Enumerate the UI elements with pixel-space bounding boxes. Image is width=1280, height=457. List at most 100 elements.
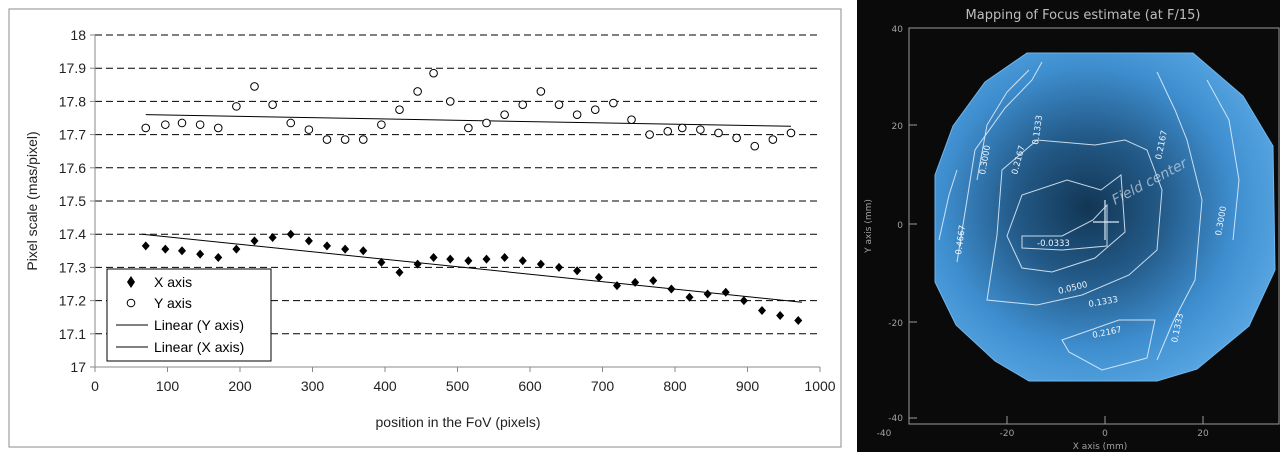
y-axis-point [250, 82, 259, 91]
legend-box [106, 268, 272, 362]
y-tick-label: 17.6 [59, 160, 86, 176]
contour-label: 0.4667 [954, 225, 968, 256]
y-axis-point [195, 120, 205, 129]
x-axis-title: position in the FoV (pixels) [376, 414, 541, 430]
y-axis-point [536, 87, 546, 96]
map-y-axis-title: Y axis (mm) [864, 199, 874, 254]
x-tick-label: 200 [228, 378, 252, 394]
x-tick-label: 600 [518, 378, 542, 394]
x-axis-point [594, 272, 603, 282]
y-axis-point [232, 102, 241, 111]
map-y-tick-label: 0 [897, 221, 903, 231]
y-axis-point [677, 123, 687, 133]
x-axis-point [341, 244, 350, 254]
x-axis-point [667, 284, 676, 294]
legend-label-linear-x: Linear (X axis) [154, 339, 244, 355]
x-axis-point [250, 236, 259, 246]
legend-label-linear-y: Linear (Y axis) [154, 317, 244, 333]
x-tick-label: 1000 [804, 378, 835, 394]
map-y-tick-label: 40 [892, 25, 904, 35]
y-axis-point [554, 100, 564, 110]
y-axis-point [768, 135, 778, 144]
x-axis-point [377, 257, 386, 267]
legend-diamond-marker [127, 276, 135, 288]
y-tick-label: 17.2 [59, 293, 86, 309]
y-axis-point [500, 110, 509, 119]
map-x-axis-title: X axis (mm) [1073, 442, 1127, 452]
pixel-scale-chart: 17 17.1 17.2 17.3 17.4 17.5 17.6 17.7 17.8 17.9 18… [8, 8, 842, 448]
contour-label: -0.0333 [1037, 239, 1070, 249]
x-axis-point [446, 254, 455, 264]
y-tick-label: 18 [70, 27, 86, 43]
y-axis-point [377, 120, 386, 129]
y-tick-label: 17.5 [59, 193, 86, 209]
y-tick-label: 17.8 [59, 93, 86, 109]
map-y-tick-label: -40 [888, 414, 903, 424]
x-axis-point [161, 244, 170, 254]
y-axis-point [445, 97, 455, 106]
contour-lines [938, 61, 1240, 371]
y-axis-point [786, 128, 796, 138]
legend: X axis Y axis Linear (Y axis) Linear (X … [106, 268, 272, 362]
map-y-tick-label: 20 [892, 122, 904, 132]
y-tick-label: 17.1 [59, 326, 86, 342]
x-axis-point [359, 246, 368, 256]
x-axis-point [536, 259, 545, 269]
pixel-scale-chart-panel: 17 17.1 17.2 17.3 17.4 17.5 17.6 17.7 17.8 17.9 18… [8, 8, 842, 448]
y-axis-point [286, 118, 296, 128]
y-axis-point [464, 123, 473, 133]
map-title: Mapping of Focus estimate (at F/15) [966, 8, 1201, 23]
x-axis-point [649, 276, 658, 286]
x-axis-point [268, 233, 277, 243]
y-axis-point [213, 123, 223, 133]
x-axis-point [613, 281, 621, 291]
x-tick-labels: 0 100 200 300 400 500 600 700 800 900 1000 [91, 367, 836, 394]
y-tick-label: 17.4 [59, 226, 86, 242]
x-axis-point [286, 229, 295, 239]
y-tick-label: 17.3 [59, 259, 86, 275]
y-axis-point [750, 141, 760, 151]
map-x-tick-label: -40 [877, 429, 892, 439]
x-axis-point [776, 311, 785, 321]
x-axis-point [323, 241, 331, 251]
y-axis-point [340, 135, 350, 144]
y-tick-label: 17.7 [59, 127, 86, 143]
x-axis-point [758, 306, 766, 316]
y-axis-point [590, 105, 600, 114]
y-axis-point [572, 110, 582, 119]
map-x-tick-label: -20 [1000, 429, 1015, 439]
x-axis-point [631, 277, 640, 287]
y-axis-point [663, 126, 673, 136]
y-axis-point [627, 115, 636, 124]
map-frame [908, 27, 1280, 425]
map-x-tick-label: 0 [1102, 429, 1108, 439]
y-axis-point [395, 105, 404, 114]
x-axis-point [739, 296, 748, 306]
legend-label-y-axis: Y axis [154, 295, 192, 311]
x-tick-label: 100 [156, 378, 180, 394]
focus-map-chart: Mapping of Focus estimate (at F/15) 40 2… [864, 8, 1280, 452]
x-tick-label: 300 [301, 378, 325, 394]
y-axis-point [645, 130, 654, 139]
x-axis-point [141, 241, 150, 251]
y-axis-point [609, 98, 618, 108]
y-axis-point [304, 125, 314, 134]
legend-label-x-axis: X axis [154, 274, 192, 290]
y-tick-labels: 17 17.1 17.2 17.3 17.4 17.5 17.6 17.7 17.8 17.9 18 [59, 27, 95, 375]
x-axis-point [794, 316, 803, 326]
x-tick-label: 500 [446, 378, 470, 394]
map-x-tick-label: 20 [1197, 429, 1209, 439]
y-axis-point [413, 87, 422, 96]
map-y-ticks [909, 27, 917, 419]
y-axis-point [696, 125, 705, 134]
x-tick-label: 700 [591, 378, 615, 394]
y-axis-point [322, 135, 332, 144]
focus-map-panel: Mapping of Focus estimate (at F/15) 40 2… [857, 0, 1280, 452]
x-axis-point [413, 259, 422, 269]
y-axis-point [518, 100, 528, 110]
y-tick-label: 17.9 [59, 60, 86, 76]
y-axis-point [177, 118, 187, 128]
y-axis-point [268, 100, 277, 110]
x-axis-point [304, 236, 313, 246]
x-axis-point [573, 266, 582, 276]
